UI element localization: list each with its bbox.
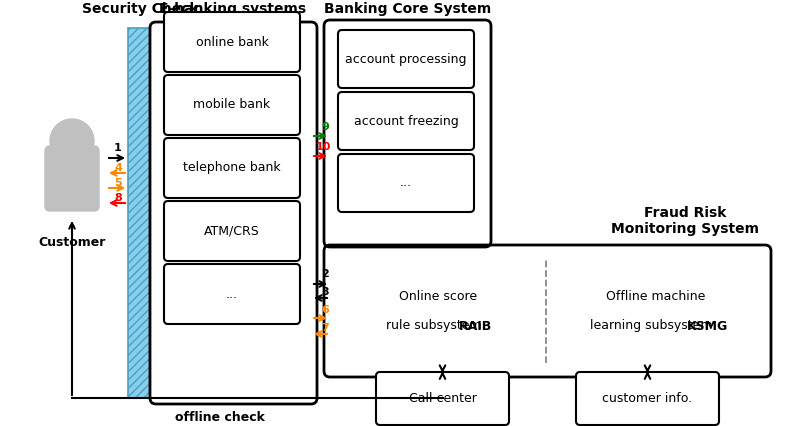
Text: ATM/CRS: ATM/CRS xyxy=(204,225,260,238)
Text: 1: 1 xyxy=(114,143,122,153)
Text: learning subsystem:: learning subsystem: xyxy=(590,320,721,333)
Text: account freezing: account freezing xyxy=(354,115,459,127)
Text: 7: 7 xyxy=(321,323,329,333)
Text: 9: 9 xyxy=(321,122,329,132)
Text: Fraud Risk
Monitoring System: Fraud Risk Monitoring System xyxy=(611,206,759,236)
FancyBboxPatch shape xyxy=(164,201,300,261)
Text: Online score: Online score xyxy=(399,290,477,302)
FancyBboxPatch shape xyxy=(338,30,474,88)
Text: RAIB: RAIB xyxy=(459,320,493,333)
Text: 3: 3 xyxy=(321,287,329,297)
FancyBboxPatch shape xyxy=(576,372,719,425)
Circle shape xyxy=(50,119,94,163)
Bar xyxy=(128,28,150,398)
Text: KSMG: KSMG xyxy=(687,320,728,333)
FancyBboxPatch shape xyxy=(164,12,300,72)
Text: 5: 5 xyxy=(114,178,121,188)
Text: Call center: Call center xyxy=(408,392,476,405)
Text: Security Check: Security Check xyxy=(81,2,198,16)
Text: 6: 6 xyxy=(321,305,329,315)
Text: 2: 2 xyxy=(321,269,329,279)
Text: telephone bank: telephone bank xyxy=(183,161,280,175)
Text: Banking Core System: Banking Core System xyxy=(324,2,491,16)
Text: Customer: Customer xyxy=(38,236,105,249)
Text: ...: ... xyxy=(226,288,238,300)
FancyBboxPatch shape xyxy=(164,138,300,198)
Text: rule subsystem:: rule subsystem: xyxy=(386,320,490,333)
Text: 10: 10 xyxy=(316,142,331,152)
Text: 4: 4 xyxy=(114,163,122,173)
Text: mobile bank: mobile bank xyxy=(193,98,271,112)
Text: ...: ... xyxy=(400,176,412,190)
FancyBboxPatch shape xyxy=(164,75,300,135)
FancyBboxPatch shape xyxy=(164,264,300,324)
Text: E-banking systems: E-banking systems xyxy=(160,2,307,16)
FancyBboxPatch shape xyxy=(338,92,474,150)
FancyBboxPatch shape xyxy=(376,372,509,425)
Text: Offline machine: Offline machine xyxy=(606,290,706,302)
Text: 8: 8 xyxy=(114,193,122,203)
Text: offline check: offline check xyxy=(175,411,265,424)
Text: online bank: online bank xyxy=(196,35,268,49)
Text: customer info.: customer info. xyxy=(602,392,693,405)
FancyBboxPatch shape xyxy=(45,146,99,211)
FancyBboxPatch shape xyxy=(338,154,474,212)
Text: account processing: account processing xyxy=(345,52,467,66)
